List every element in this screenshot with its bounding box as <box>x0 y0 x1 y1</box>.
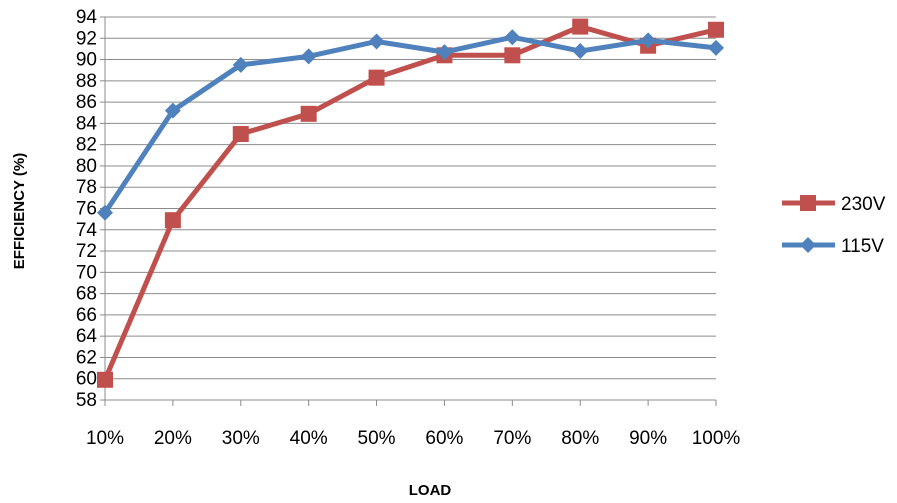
series-230V <box>97 18 724 388</box>
series-line <box>102 24 717 381</box>
x-tick-label: 100% <box>692 428 741 449</box>
data-point-square <box>300 105 317 122</box>
y-tick-label: 78 <box>76 177 97 198</box>
series-line <box>102 34 717 215</box>
y-tick-label: 88 <box>76 71 97 92</box>
y-tick-label: 60 <box>76 369 97 390</box>
x-tick-labels: 10% 20% 30% 40% 50% 60% 70% 80% 90% 100% <box>86 400 740 449</box>
y-tick-label: 84 <box>76 113 98 134</box>
y-tick-label: 74 <box>76 220 98 241</box>
x-tick-label: 30% <box>222 428 260 449</box>
x-tick-label: 40% <box>290 428 328 449</box>
y-tick-label: 92 <box>76 28 97 49</box>
y-axis-title: EFFICIENCY (%) <box>11 153 28 269</box>
data-point-diamond <box>232 56 249 73</box>
series-group <box>97 18 724 388</box>
series-115V <box>97 29 724 221</box>
x-tick-label: 80% <box>561 428 599 449</box>
data-point-square <box>232 126 249 143</box>
y-tick-label: 64 <box>76 326 98 347</box>
y-tick-label: 58 <box>76 390 97 411</box>
grid <box>100 16 716 401</box>
data-point-square <box>572 18 589 35</box>
data-point-square <box>97 371 113 388</box>
x-tick-label: 20% <box>154 428 192 449</box>
data-point-diamond <box>708 39 724 56</box>
data-point-diamond <box>800 237 816 253</box>
data-point-diamond <box>640 32 657 49</box>
y-tick-label: 68 <box>76 284 97 305</box>
y-tick-label: 80 <box>76 156 97 177</box>
y-tick-label: 62 <box>76 347 97 368</box>
data-point-diamond <box>504 29 521 46</box>
x-tick-label: 50% <box>358 428 396 449</box>
data-point-diamond <box>97 204 113 221</box>
y-tick-label: 94 <box>76 7 98 28</box>
data-point-diamond <box>164 102 181 119</box>
y-tick-label: 82 <box>76 135 97 156</box>
x-tick-label: 10% <box>86 428 124 449</box>
data-point-square <box>708 21 724 38</box>
y-tick-label: 76 <box>76 199 97 220</box>
legend-item-230V: 230V <box>782 194 886 215</box>
data-point-square <box>800 195 816 211</box>
data-point-square <box>368 69 385 86</box>
x-tick-label: 90% <box>629 428 667 449</box>
y-tick-label: 66 <box>76 305 97 326</box>
data-point-square <box>504 47 521 64</box>
y-tick-label: 70 <box>76 262 97 283</box>
legend-label: 230V <box>841 194 886 215</box>
x-tick-label: 70% <box>493 428 531 449</box>
data-point-diamond <box>300 48 317 65</box>
data-point-square <box>164 212 181 229</box>
legend: 230V 115V <box>782 194 886 257</box>
x-tick-label: 60% <box>425 428 463 449</box>
y-tick-label: 90 <box>76 50 97 71</box>
y-tick-label: 86 <box>76 92 97 113</box>
data-point-diamond <box>368 33 385 50</box>
data-point-diamond <box>572 43 589 60</box>
x-axis-title: LOAD <box>409 482 452 499</box>
legend-item-115V: 115V <box>782 236 884 257</box>
legend-label: 115V <box>841 236 884 257</box>
data-point-diamond <box>436 44 453 61</box>
y-tick-label: 72 <box>76 241 97 262</box>
